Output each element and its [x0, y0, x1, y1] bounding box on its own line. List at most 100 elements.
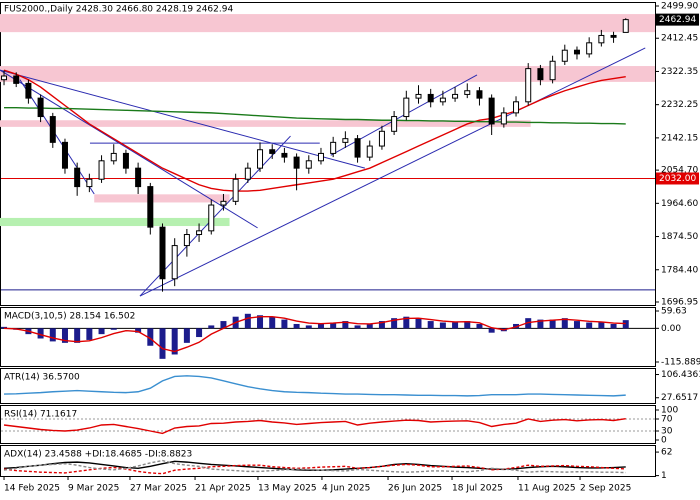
macd-bar [135, 328, 142, 333]
y-tick-label: 1964.60 [661, 199, 698, 209]
panel-frame [0, 445, 656, 477]
macd-bar [598, 322, 605, 329]
candle-body [293, 156, 300, 169]
y-tick-label: -115.889 [661, 358, 700, 368]
candle-body [537, 68, 544, 81]
macd-bar [317, 323, 324, 329]
candle-body [500, 112, 507, 125]
candle-body [208, 204, 215, 232]
y-tick-label: 2412.45 [661, 34, 698, 44]
candle-body [586, 42, 593, 55]
price-label-box [656, 13, 699, 26]
trendline [0, 69, 258, 229]
candle-body [464, 90, 471, 95]
y-tick-label: 1696.95 [661, 298, 698, 308]
x-tick-label: 2 Sep 2025 [580, 484, 631, 494]
indicator-line [3, 460, 626, 471]
candle-body [513, 101, 520, 114]
y-tick-label: 1874.50 [661, 232, 698, 242]
moving-average [4, 107, 626, 125]
macd-bar [281, 319, 288, 329]
macd-bar [220, 321, 227, 329]
macd-bar [415, 318, 422, 329]
indicator-line [3, 417, 626, 435]
candle-body [147, 186, 154, 228]
header: FUS2000.,Daily 2428.30 2466.80 2428.19 2… [4, 5, 233, 15]
y-tick-label: 0 [661, 436, 667, 446]
y-tick-label: 1 [661, 471, 667, 481]
y-tick-label: 2054.70 [661, 166, 698, 176]
y-tick-label: 2232.25 [661, 100, 698, 110]
panel-title: RSI(14) 71.1617 [4, 410, 77, 420]
panel-frame [0, 2, 656, 306]
candle-body [37, 97, 44, 118]
candle-body [549, 60, 556, 81]
x-tick-label: 9 Mar 2025 [68, 484, 119, 494]
candle-body [232, 178, 239, 202]
macd-bar [622, 320, 629, 329]
macd-bar [244, 313, 251, 329]
macd-bar [257, 315, 264, 329]
macd-bar [61, 328, 68, 343]
moving-average [3, 69, 626, 192]
x-tick-label: 26 Jun 2025 [388, 484, 442, 494]
candle-body [244, 167, 251, 180]
macd-bar [488, 328, 495, 333]
macd-bar [561, 318, 568, 329]
macd-bar [171, 328, 178, 355]
macd-bar [354, 325, 361, 329]
x-tick-label: 13 May 2025 [258, 484, 317, 494]
x-tick-label: 14 Feb 2025 [4, 484, 60, 494]
candle-body [415, 93, 422, 99]
macd-bar [208, 325, 215, 329]
candle-body [1, 75, 8, 81]
macd-bar [183, 328, 190, 343]
indicator-line [3, 463, 626, 475]
macd-bar [610, 323, 617, 329]
candle-body [525, 68, 532, 103]
y-tick-label: 27.6517 [661, 393, 698, 403]
candle-body [269, 149, 276, 154]
macd-bar [98, 328, 105, 335]
zone [0, 217, 230, 227]
macd-bar [147, 328, 154, 346]
panel-title: ATR(14) 36.5700 [4, 373, 80, 383]
candle-body [354, 138, 361, 158]
panel-title: ADX(14) 23.4588 +DI:18.4685 -DI:8.8823 [4, 450, 192, 460]
candle-body [403, 97, 410, 118]
candle-body [561, 49, 568, 62]
candle-body [488, 97, 495, 125]
macd-bar [476, 323, 483, 329]
candle-body [196, 230, 203, 236]
candle-body [573, 49, 580, 55]
zone [0, 66, 655, 82]
zone [94, 194, 230, 203]
y-tick-label: 70 [661, 415, 673, 425]
price-label: 2462.94 [659, 15, 696, 25]
macd-bar [74, 328, 81, 343]
macd-bar [342, 321, 349, 329]
macd-bar [110, 328, 117, 330]
macd-bar [537, 319, 544, 329]
trendline [19, 79, 95, 195]
macd-bar [427, 321, 434, 329]
candle-body [74, 167, 81, 188]
macd-bar [159, 328, 166, 359]
x-tick-label: 4 Jun 2025 [322, 484, 370, 494]
macd-bar [573, 321, 580, 329]
candle-body [159, 226, 166, 280]
macd-bar [403, 316, 410, 329]
candle-body [342, 138, 349, 143]
macd-bar [464, 321, 471, 329]
indicator-line [3, 459, 626, 474]
macd-bar [1, 326, 8, 329]
y-tick-label: 30 [661, 427, 673, 437]
macd-bar [196, 328, 203, 338]
candle-body [13, 75, 20, 84]
macd-bar [378, 321, 385, 329]
y-tick-label: 106.4361 [661, 370, 700, 380]
macd-bar [305, 325, 312, 329]
macd-bar [37, 328, 44, 339]
candle-body [183, 234, 190, 247]
macd-bar [330, 322, 337, 329]
